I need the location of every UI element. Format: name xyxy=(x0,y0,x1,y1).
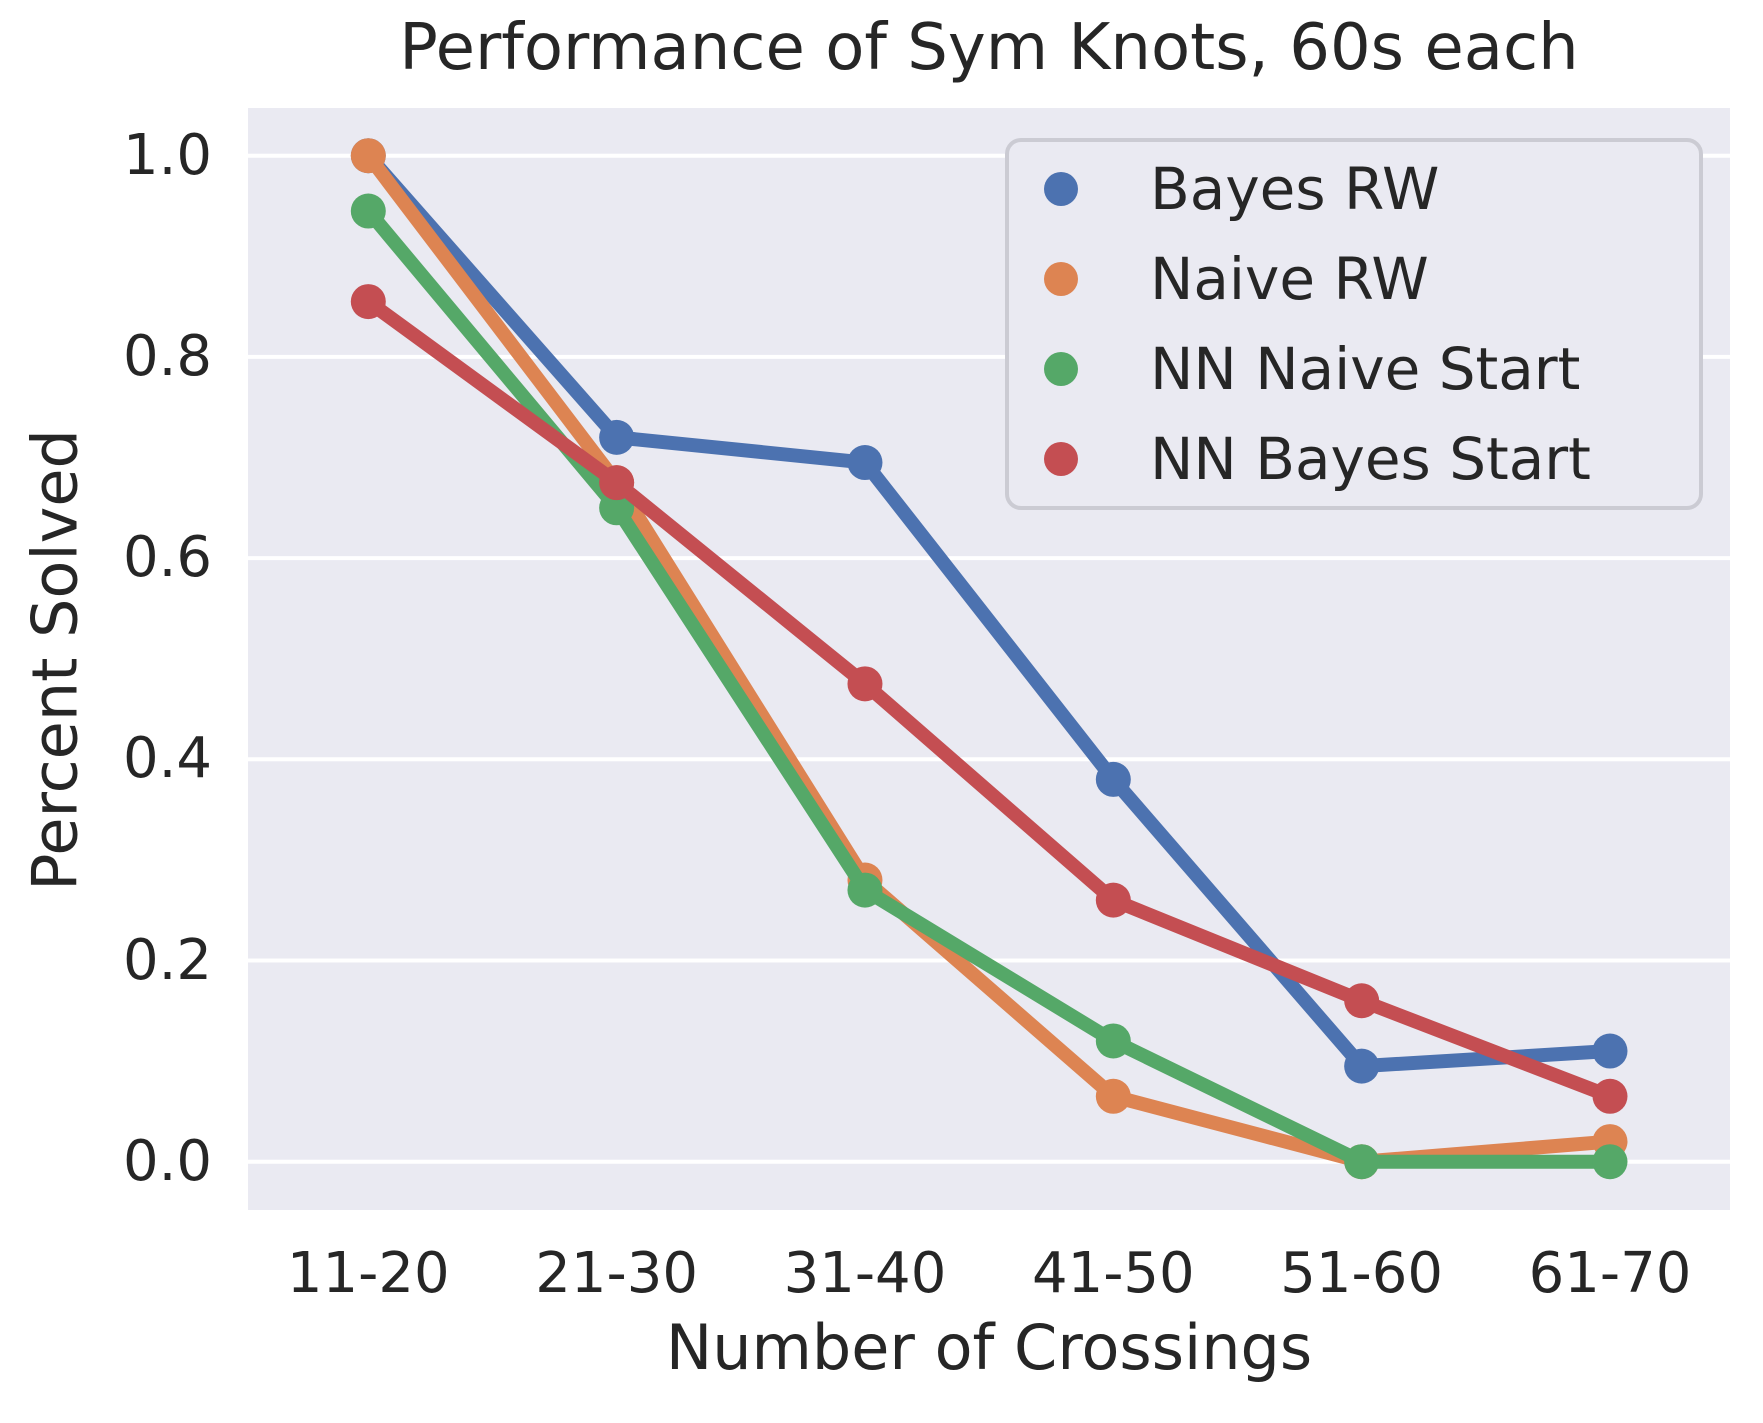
data-point-marker xyxy=(350,138,386,174)
data-point-marker xyxy=(350,193,386,229)
y-tick-label: 1.0 xyxy=(122,122,212,188)
data-point-marker xyxy=(847,872,883,908)
data-point-marker xyxy=(1592,1144,1628,1180)
data-point-marker xyxy=(1344,1048,1380,1084)
y-axis-label: Percent Solved xyxy=(18,429,92,891)
x-axis-label: Number of Crossings xyxy=(665,1311,1313,1384)
y-tick-label: 0.4 xyxy=(122,726,212,792)
data-point-marker xyxy=(599,490,635,526)
series-line-nn-bayes-start xyxy=(361,294,1617,1104)
data-point-marker xyxy=(350,284,386,320)
data-point-marker xyxy=(847,666,883,702)
legend-marker-icon xyxy=(1044,352,1078,386)
data-point-marker xyxy=(1592,1033,1628,1069)
legend-item-bayes-rw: Bayes RW xyxy=(1044,144,1699,234)
data-point-marker xyxy=(599,465,635,501)
y-tick-label: 0.2 xyxy=(122,927,212,993)
legend-label: NN Bayes Start xyxy=(1150,425,1591,493)
x-tick-label: 51-60 xyxy=(1280,1241,1444,1306)
data-point-marker xyxy=(1095,882,1131,918)
x-tick-label: 31-40 xyxy=(783,1241,947,1306)
legend-marker-icon xyxy=(1044,442,1078,476)
x-tick-label: 61-70 xyxy=(1528,1241,1692,1306)
x-tick-label: 41-50 xyxy=(1031,1241,1195,1306)
plot-svg xyxy=(248,138,1730,1180)
legend-label: Naive RW xyxy=(1150,245,1429,313)
y-tick-label: 0.6 xyxy=(122,525,212,591)
x-tick-label: 21-30 xyxy=(535,1241,698,1306)
legend: Bayes RW Naive RW NN Naive Start NN Bayes S… xyxy=(1005,138,1703,510)
legend-label: NN Naive Start xyxy=(1150,335,1581,403)
data-point-marker xyxy=(1344,1144,1380,1180)
data-point-marker xyxy=(1592,1078,1628,1114)
legend-item-nn-bayes-start: NN Bayes Start xyxy=(1044,414,1699,504)
legend-item-naive-rw: Naive RW xyxy=(1044,234,1699,324)
x-tick-label: 11-20 xyxy=(286,1241,450,1306)
chart-title: Performance of Sym Knots, 60s each xyxy=(399,11,1579,85)
data-point-marker xyxy=(1344,983,1380,1019)
data-point-marker xyxy=(1095,761,1131,797)
data-point-marker xyxy=(1095,1023,1131,1059)
legend-marker-icon xyxy=(1044,262,1078,296)
y-tick-label: 0.0 xyxy=(122,1128,212,1194)
data-point-marker xyxy=(599,419,635,455)
series-line-bayes-rw xyxy=(361,148,1617,1074)
y-tick-label: 0.8 xyxy=(122,323,212,389)
legend-label: Bayes RW xyxy=(1150,155,1440,223)
data-point-marker xyxy=(847,445,883,481)
legend-item-nn-naive-start: NN Naive Start xyxy=(1044,324,1699,414)
legend-marker-icon xyxy=(1044,172,1078,206)
data-point-marker xyxy=(1095,1078,1131,1114)
